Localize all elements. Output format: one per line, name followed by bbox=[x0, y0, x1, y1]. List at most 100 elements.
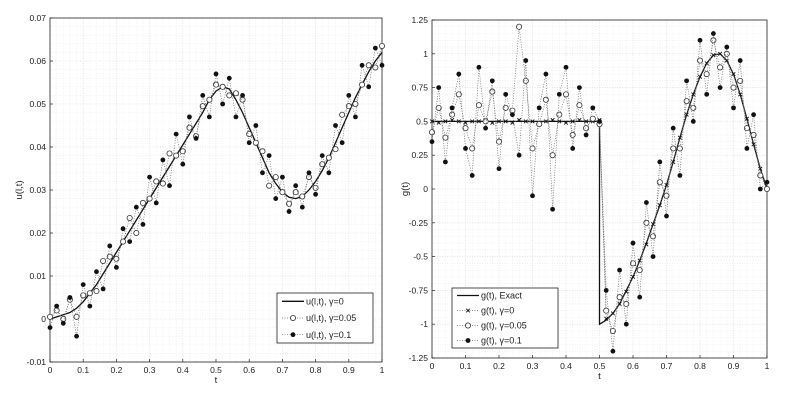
data-point bbox=[153, 178, 160, 185]
data-point bbox=[563, 91, 570, 98]
x-tick-label: 0.7 bbox=[276, 365, 288, 375]
data-point bbox=[731, 105, 736, 111]
data-point bbox=[510, 120, 515, 125]
data-point bbox=[764, 179, 770, 185]
data-point bbox=[583, 125, 590, 132]
data-point bbox=[187, 114, 192, 120]
data-point bbox=[610, 311, 616, 316]
data-point bbox=[704, 61, 709, 66]
data-point bbox=[703, 71, 710, 78]
y-tick-label: 0.03 bbox=[29, 185, 46, 195]
data-point bbox=[543, 119, 549, 124]
data-point bbox=[542, 96, 549, 103]
data-point bbox=[53, 307, 60, 314]
data-point bbox=[47, 313, 54, 320]
data-point bbox=[711, 53, 716, 58]
y-tick-label: -1.25 bbox=[409, 353, 429, 363]
legend-box bbox=[451, 287, 559, 349]
data-point bbox=[199, 103, 206, 110]
data-point bbox=[279, 189, 286, 196]
legend-label: g(t), γ=0 bbox=[481, 306, 514, 316]
x-tick-label: 0.6 bbox=[627, 361, 639, 371]
data-point bbox=[590, 105, 596, 111]
data-point bbox=[47, 325, 53, 330]
data-point bbox=[60, 320, 66, 326]
data-point bbox=[240, 93, 245, 98]
data-point bbox=[516, 117, 522, 123]
legend-label: g(t), Exact bbox=[481, 291, 523, 301]
data-point bbox=[644, 242, 649, 247]
data-point bbox=[690, 104, 697, 111]
data-point bbox=[372, 45, 378, 51]
data-point bbox=[429, 139, 435, 145]
data-point bbox=[483, 125, 488, 131]
data-point bbox=[147, 174, 153, 180]
data-point bbox=[757, 172, 764, 179]
data-point bbox=[319, 153, 325, 159]
data-point bbox=[563, 120, 569, 125]
data-point bbox=[463, 146, 468, 151]
data-point bbox=[516, 23, 523, 30]
data-point bbox=[106, 253, 113, 260]
data-point bbox=[435, 104, 442, 111]
x-tick-label: 0.5 bbox=[210, 365, 222, 375]
data-point bbox=[744, 146, 750, 151]
data-point bbox=[114, 265, 119, 270]
data-point bbox=[146, 195, 153, 202]
data-point bbox=[583, 132, 589, 138]
data-point bbox=[751, 112, 756, 118]
data-point bbox=[677, 135, 683, 140]
data-point bbox=[757, 186, 763, 192]
legend: g(t), Exact g(t), γ=0 g(t), γ=0.05 g(t), γ=… bbox=[451, 287, 559, 349]
data-point bbox=[577, 117, 582, 123]
data-point bbox=[442, 134, 449, 141]
data-point bbox=[670, 145, 677, 152]
data-point bbox=[482, 118, 489, 125]
data-point bbox=[339, 140, 345, 146]
data-point bbox=[160, 157, 166, 163]
data-point bbox=[577, 85, 582, 90]
data-point bbox=[490, 120, 495, 125]
data-point bbox=[523, 58, 529, 63]
data-point bbox=[127, 239, 133, 245]
legend-label: u(l,t), γ=0 bbox=[306, 297, 344, 307]
data-point bbox=[730, 84, 737, 91]
data-point bbox=[266, 153, 272, 159]
data-point bbox=[252, 139, 259, 146]
data-point bbox=[617, 301, 622, 307]
x-tick-label: 0.8 bbox=[694, 361, 706, 371]
data-point bbox=[379, 62, 385, 68]
x-tick-label: 0.4 bbox=[560, 361, 572, 371]
legend-label: g(t), γ=0.1 bbox=[481, 336, 522, 346]
data-point bbox=[80, 292, 87, 299]
data-point bbox=[650, 254, 656, 259]
data-point bbox=[313, 191, 318, 197]
data-point bbox=[522, 77, 529, 84]
data-point bbox=[516, 152, 522, 158]
data-point bbox=[737, 77, 744, 84]
data-point bbox=[717, 85, 723, 90]
x-tick-label: 0.1 bbox=[77, 365, 89, 375]
y-tick-label: -0.25 bbox=[409, 218, 429, 228]
data-point bbox=[550, 206, 555, 212]
x-tick-label: 0.2 bbox=[110, 365, 122, 375]
data-point bbox=[246, 140, 252, 146]
data-point bbox=[449, 111, 456, 118]
data-point bbox=[226, 92, 233, 99]
data-point bbox=[232, 90, 239, 97]
data-point bbox=[589, 115, 596, 122]
data-point bbox=[73, 313, 80, 320]
data-point bbox=[617, 267, 622, 273]
data-point bbox=[475, 102, 482, 109]
data-point bbox=[299, 204, 305, 210]
data-point bbox=[510, 112, 515, 118]
data-point bbox=[576, 102, 583, 109]
data-point bbox=[530, 193, 535, 199]
y-tick-label: 0.25 bbox=[411, 150, 428, 160]
data-point bbox=[463, 120, 468, 125]
data-point bbox=[751, 142, 756, 147]
data-point bbox=[173, 131, 179, 137]
data-point bbox=[630, 274, 636, 279]
data-point bbox=[113, 255, 120, 262]
data-point bbox=[206, 96, 213, 103]
